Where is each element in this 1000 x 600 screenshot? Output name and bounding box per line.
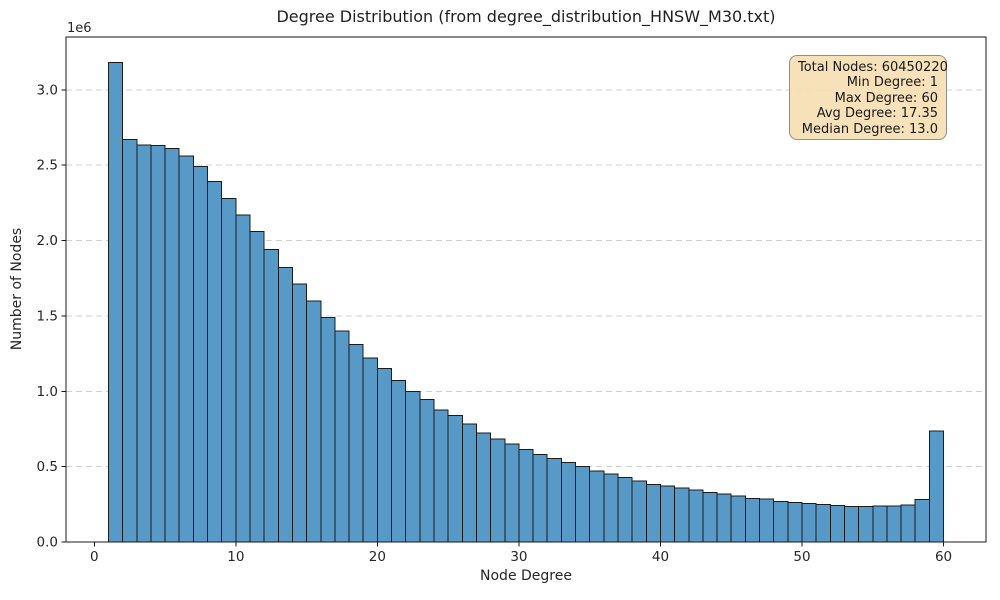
histogram-bar bbox=[688, 489, 704, 543]
histogram-bar bbox=[674, 487, 690, 543]
y-tick-label: 2.5 bbox=[37, 158, 58, 174]
stats-line-total-nodes: Total Nodes: 60450220 bbox=[798, 60, 948, 75]
x-tick-label: 40 bbox=[652, 549, 669, 565]
histogram-bar bbox=[348, 344, 364, 543]
histogram-bar bbox=[249, 230, 265, 543]
histogram-bar bbox=[277, 267, 293, 543]
histogram-bar bbox=[716, 493, 732, 543]
histogram-bar bbox=[603, 473, 619, 543]
stats-line-min-degree: Min Degree: 1 bbox=[846, 75, 938, 91]
x-tick-label: 0 bbox=[90, 549, 99, 565]
histogram-bar bbox=[702, 491, 718, 543]
histogram-bar bbox=[207, 181, 223, 543]
x-tick-label: 10 bbox=[227, 549, 244, 565]
histogram-bar bbox=[801, 502, 817, 543]
histogram-bar bbox=[306, 300, 322, 543]
stats-line-median-degree: Median Degree: 13.0 bbox=[801, 121, 938, 137]
histogram-bar bbox=[659, 485, 676, 543]
histogram-bar bbox=[447, 415, 463, 543]
histogram-bar bbox=[504, 443, 520, 543]
histogram-bar bbox=[532, 454, 548, 543]
histogram-bar bbox=[928, 430, 945, 543]
y-tick-label: 0.5 bbox=[37, 459, 58, 475]
histogram-bar bbox=[914, 498, 930, 543]
histogram-bar bbox=[843, 506, 860, 543]
histogram-bar bbox=[334, 330, 350, 543]
histogram-bar bbox=[886, 505, 902, 543]
stats-line-avg-degree: Avg Degree: 17.35 bbox=[816, 106, 938, 122]
histogram-bar bbox=[589, 470, 605, 543]
histogram-bar bbox=[461, 423, 477, 543]
x-tick-label: 30 bbox=[510, 549, 527, 565]
histogram-bar bbox=[192, 166, 209, 543]
histogram-bar bbox=[164, 148, 180, 543]
histogram-bar bbox=[744, 497, 761, 543]
histogram-bar bbox=[900, 504, 916, 543]
stats-box: Total Nodes: 60450220 Min Degree: 1 Max … bbox=[789, 55, 948, 140]
histogram-bar bbox=[405, 390, 421, 543]
histogram-bar bbox=[419, 399, 435, 543]
histogram-bar bbox=[376, 368, 393, 543]
histogram-bar bbox=[291, 283, 308, 543]
x-tick-label: 50 bbox=[793, 549, 810, 565]
histogram-bar bbox=[122, 139, 138, 543]
y-tick-label: 3.0 bbox=[37, 82, 58, 98]
histogram-bar bbox=[475, 432, 492, 543]
stats-line-max-degree: Max Degree: 60 bbox=[834, 90, 938, 106]
x-axis-label: Node Degree bbox=[480, 568, 572, 584]
histogram-bar bbox=[490, 438, 506, 543]
histogram-bar bbox=[107, 62, 124, 543]
histogram-bar bbox=[773, 501, 789, 543]
plot-border bbox=[65, 36, 987, 543]
y-axis-offset-label: 1e6 bbox=[67, 21, 92, 36]
x-tick-label: 20 bbox=[369, 549, 386, 565]
histogram-bar bbox=[362, 357, 378, 543]
histogram-bar bbox=[645, 483, 661, 543]
histogram-bar bbox=[617, 477, 633, 543]
histogram-bar bbox=[136, 144, 152, 543]
histogram-bar bbox=[787, 502, 803, 543]
histogram-bar bbox=[221, 197, 237, 543]
y-tick-label: 1.0 bbox=[37, 384, 58, 400]
histogram-bar bbox=[546, 457, 562, 543]
y-tick-label: 1.5 bbox=[37, 308, 58, 324]
histogram-bar bbox=[815, 503, 831, 543]
histogram-bar bbox=[433, 409, 449, 543]
histogram-bar bbox=[320, 316, 336, 543]
histogram-bar bbox=[150, 145, 166, 543]
y-tick-label: 2.0 bbox=[37, 233, 58, 249]
histogram-bar bbox=[730, 495, 746, 543]
histogram-bar bbox=[391, 380, 407, 543]
histogram-bar bbox=[631, 480, 647, 543]
x-tick-label: 60 bbox=[935, 549, 952, 565]
histogram-bar bbox=[178, 155, 194, 543]
y-axis-label: Number of Nodes bbox=[9, 227, 25, 351]
histogram-bar bbox=[575, 466, 591, 543]
histogram-bar bbox=[518, 449, 534, 543]
histogram-bar bbox=[872, 505, 888, 543]
histogram-bar bbox=[858, 506, 874, 543]
histogram-bar bbox=[235, 214, 251, 543]
chart-title: Degree Distribution (from degree_distrib… bbox=[276, 7, 776, 26]
y-tick-label: 0.0 bbox=[37, 535, 58, 551]
histogram-bar bbox=[263, 249, 279, 543]
histogram-bar bbox=[560, 462, 577, 543]
histogram-bar bbox=[759, 498, 775, 543]
histogram-bar bbox=[829, 505, 845, 543]
